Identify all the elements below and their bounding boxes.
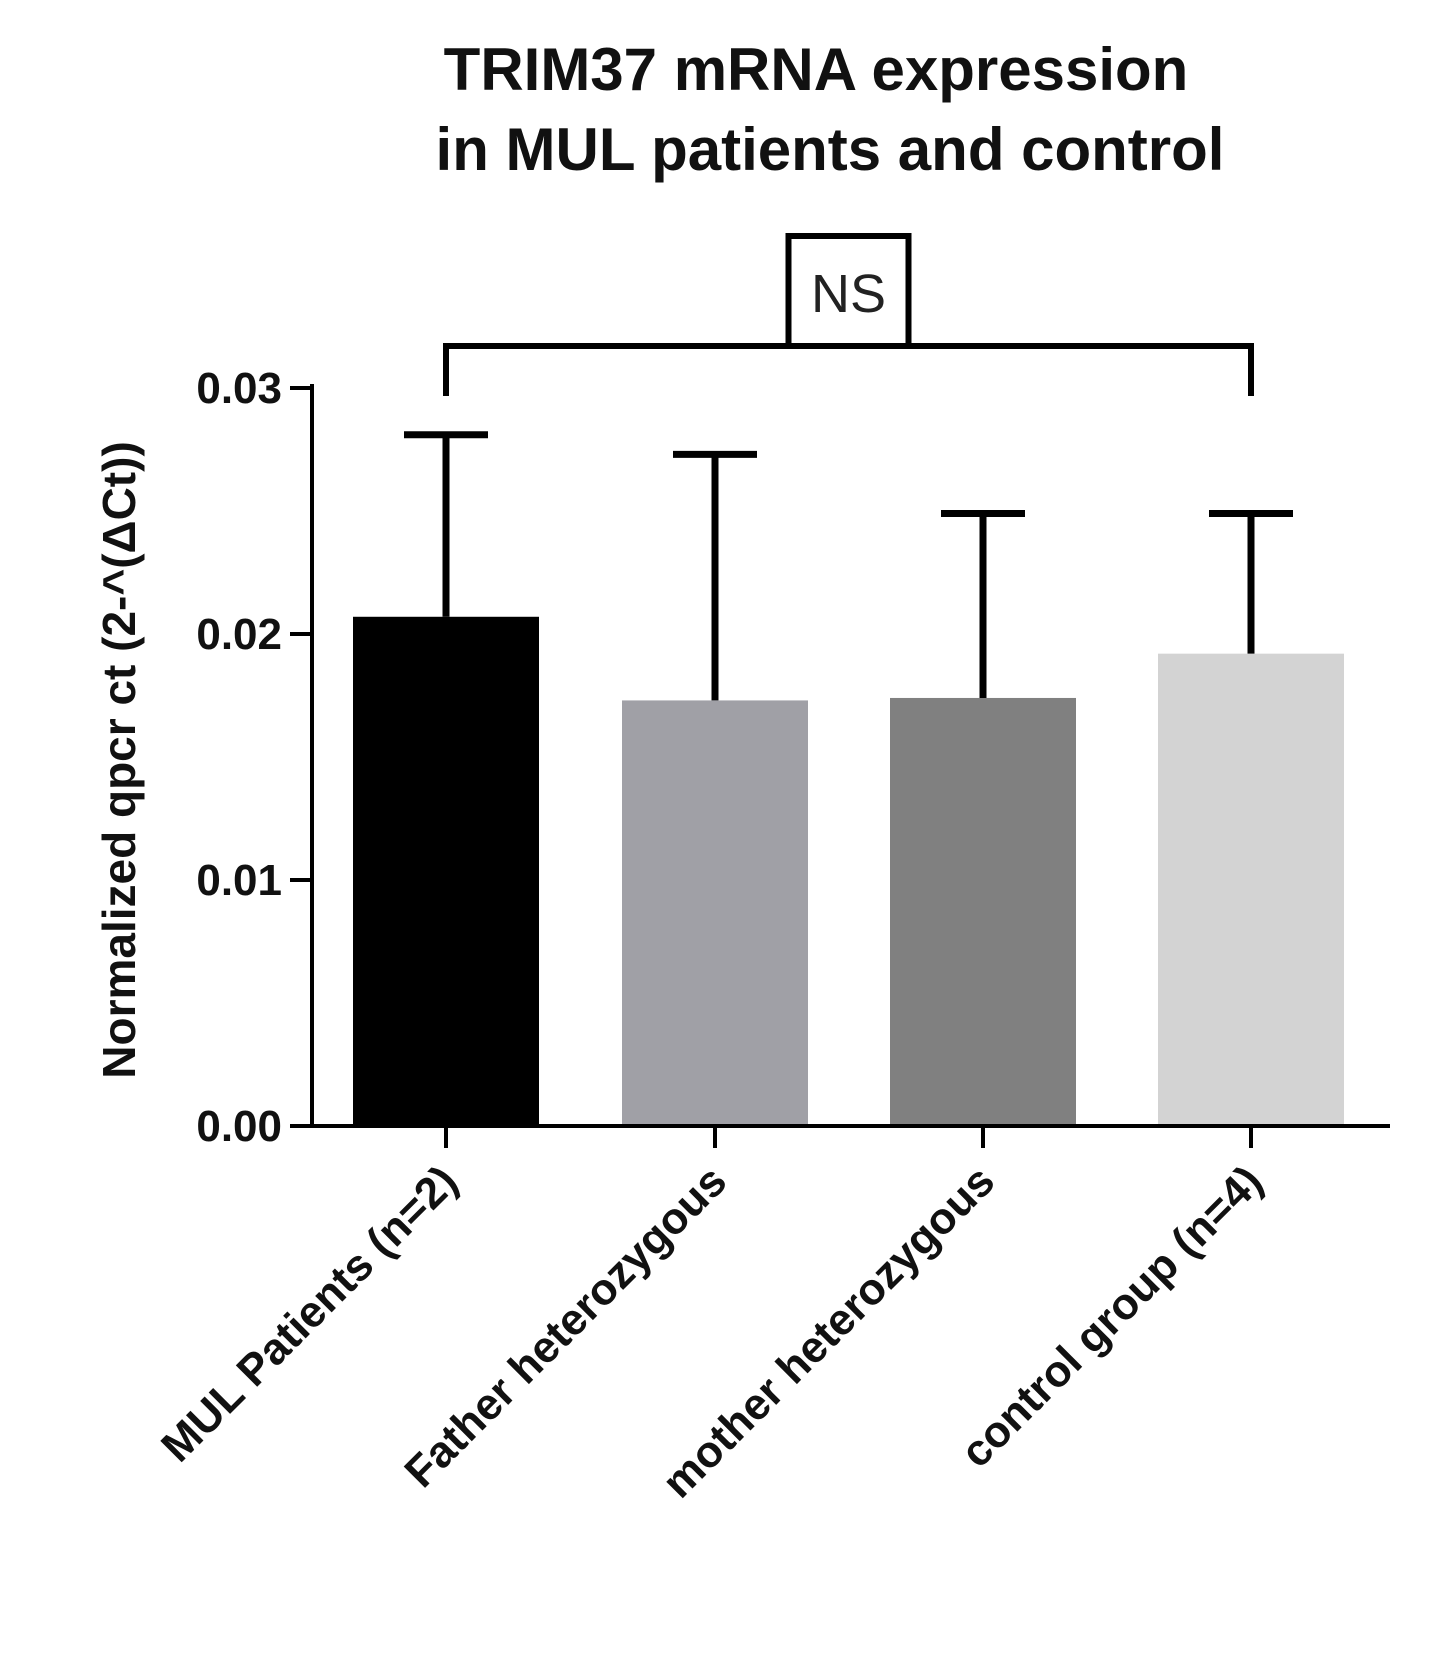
y-tick-label-0: 0.00	[196, 1102, 282, 1151]
chart-title-line-2: in MUL patients and control	[436, 116, 1225, 183]
significance-bracket	[443, 343, 1254, 396]
x-category-label-3: control group (n=4)	[951, 1156, 1272, 1477]
x-category-label-0: MUL Patients (n=2)	[152, 1156, 467, 1471]
chart-title-line-1: TRIM37 mRNA expression	[444, 36, 1189, 103]
y-tick-label-3: 0.03	[196, 364, 282, 413]
y-tick-label-2: 0.02	[196, 610, 282, 659]
y-tick-label-1: 0.01	[196, 856, 282, 905]
bar-1	[622, 700, 808, 1126]
bar-3	[1158, 653, 1344, 1126]
significance-label: NS	[811, 264, 886, 324]
bar-0	[353, 616, 539, 1126]
significance-box	[785, 233, 912, 349]
bar-2	[890, 697, 1076, 1126]
y-axis-title: Normalized qpcr ct (2-^(ΔCt))	[93, 441, 145, 1079]
